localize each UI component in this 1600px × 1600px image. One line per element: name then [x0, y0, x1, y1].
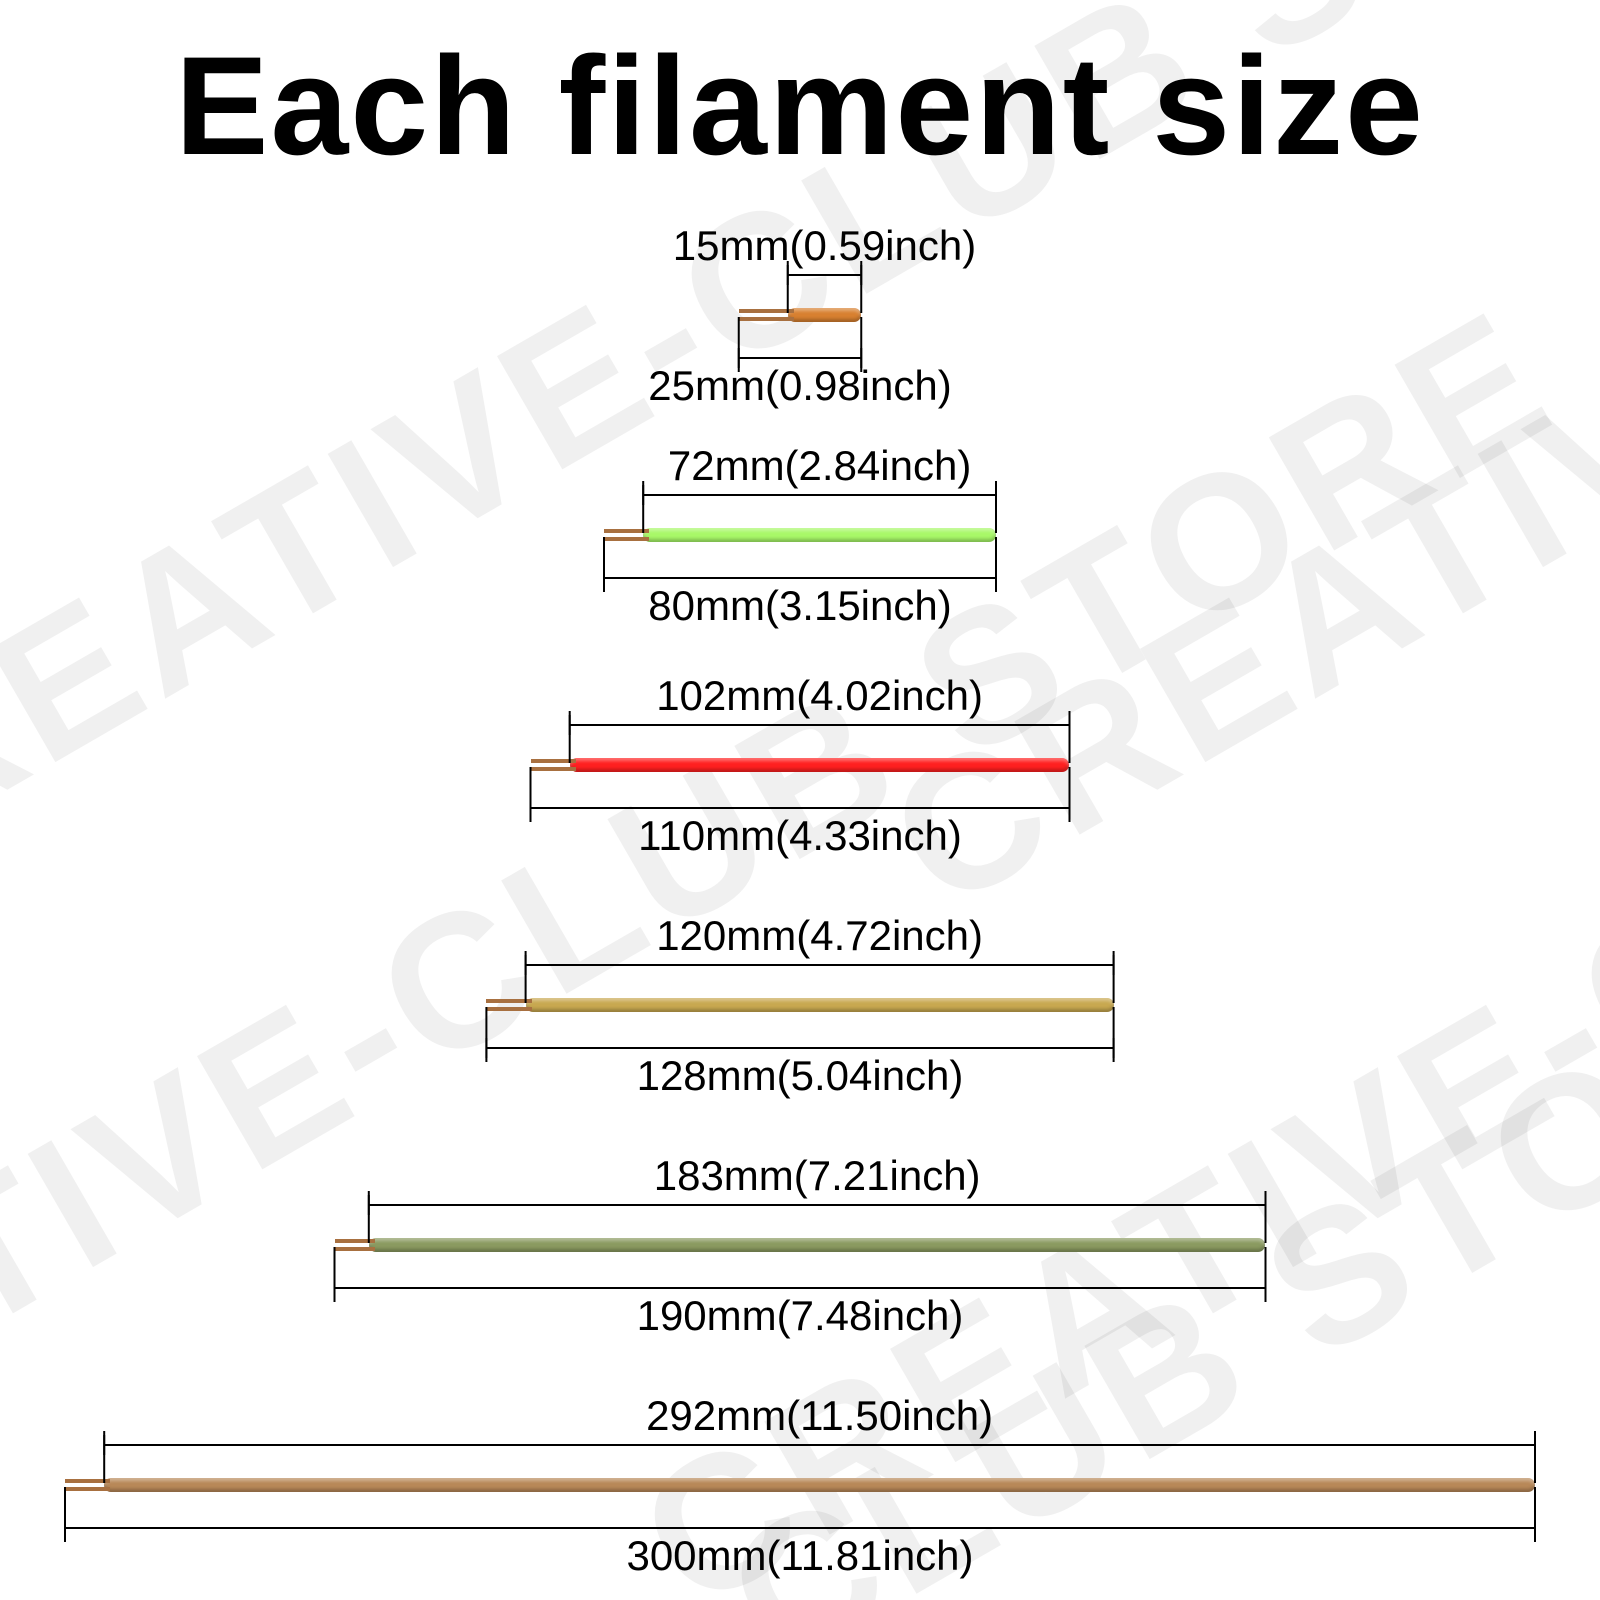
dimension-label-top: 183mm(7.21inch) [654, 1152, 981, 1200]
filament-128mm: 120mm(4.72inch) 128mm(5.04inch) [0, 910, 1600, 1100]
dimension-label-top: 102mm(4.02inch) [656, 672, 983, 720]
dimension-label-top: 15mm(0.59inch) [673, 222, 976, 270]
filament-190mm: 183mm(7.21inch) 190mm(7.48inch) [0, 1150, 1600, 1340]
dimension-label-bottom: 80mm(3.15inch) [648, 582, 951, 630]
dimension-label-bottom: 128mm(5.04inch) [637, 1052, 964, 1100]
dimension-label-bottom: 300mm(11.81inch) [626, 1532, 973, 1580]
filament-300mm: 292mm(11.50inch) 300mm(11.81inch) [0, 1390, 1600, 1580]
dimension-label-bottom: 110mm(4.33inch) [638, 812, 962, 860]
page-title: Each filament size [0, 25, 1600, 187]
dimension-label-top: 72mm(2.84inch) [668, 442, 971, 490]
dimension-label-top: 292mm(11.50inch) [646, 1392, 993, 1440]
filament-25mm: 15mm(0.59inch) 25mm(0.98inch) [0, 220, 1600, 410]
filament-110mm: 102mm(4.02inch) 110mm(4.33inch) [0, 670, 1600, 860]
dimension-label-bottom: 25mm(0.98inch) [648, 362, 951, 410]
filament-80mm: 72mm(2.84inch) 80mm(3.15inch) [0, 440, 1600, 630]
dimension-label-top: 120mm(4.72inch) [656, 912, 983, 960]
dimension-label-bottom: 190mm(7.48inch) [637, 1292, 964, 1340]
